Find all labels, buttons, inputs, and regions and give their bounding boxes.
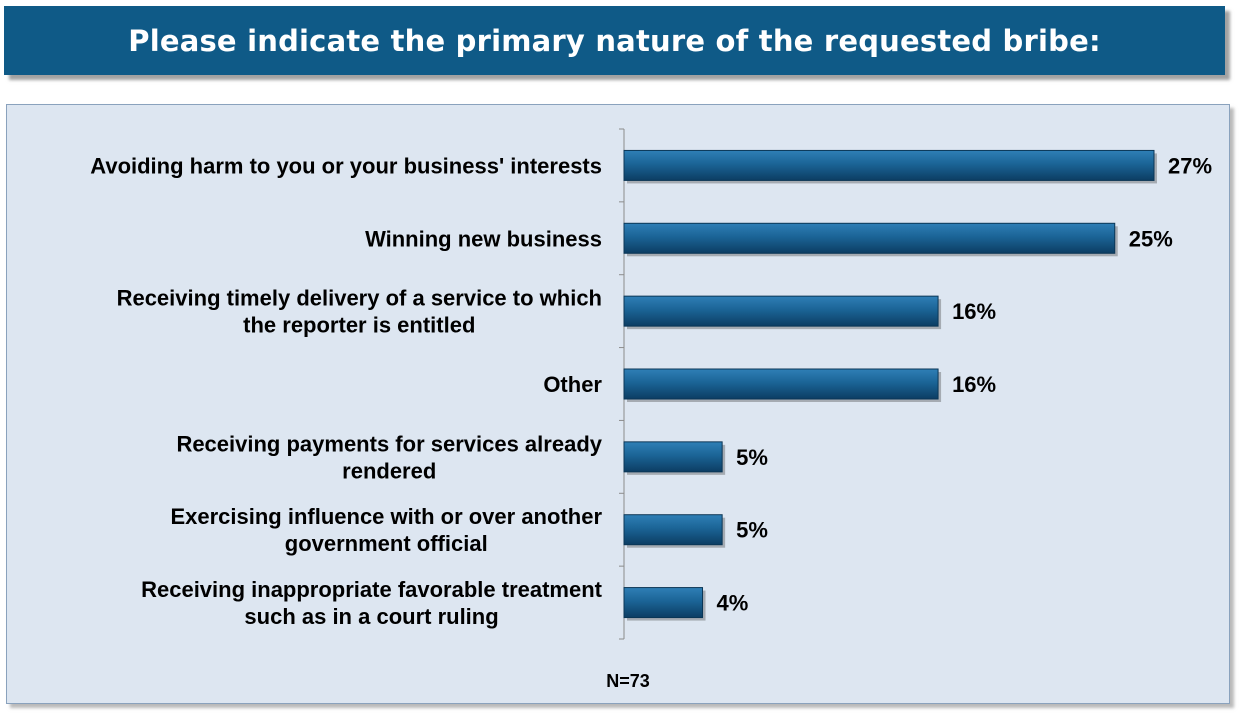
category-label: Receiving inappropriate favorable treatm…: [141, 577, 603, 629]
title-banner: Please indicate the primary nature of th…: [4, 6, 1225, 75]
category-label: Avoiding harm to you or your business' i…: [90, 153, 602, 178]
bar: [623, 222, 1116, 254]
bar: [623, 368, 939, 400]
bar: [623, 514, 723, 546]
bar: [623, 149, 1155, 181]
value-label: 5%: [736, 518, 768, 543]
bar: [623, 587, 704, 619]
value-label: 25%: [1129, 226, 1173, 251]
value-label: 16%: [952, 372, 996, 397]
category-label: Winning new business: [365, 226, 602, 251]
category-label: Exercising influence with or over anothe…: [170, 504, 602, 556]
value-label: 27%: [1168, 153, 1212, 178]
bar-chart: 27% Avoiding harm to you or your business…: [90, 128, 1212, 691]
bar: [623, 295, 939, 327]
value-label: 16%: [952, 299, 996, 324]
category-label: Other: [543, 372, 602, 397]
category-label: Receiving payments for services already r…: [176, 431, 602, 483]
bar: [623, 441, 723, 473]
sample-size-note: N=73: [606, 671, 650, 691]
value-label: 4%: [717, 591, 749, 616]
chart-title: Please indicate the primary nature of th…: [128, 23, 1101, 58]
category-label: Receiving timely delivery of a service t…: [117, 286, 602, 338]
chart-panel: 27% Avoiding harm to you or your business…: [6, 104, 1230, 704]
value-label: 5%: [736, 445, 768, 470]
